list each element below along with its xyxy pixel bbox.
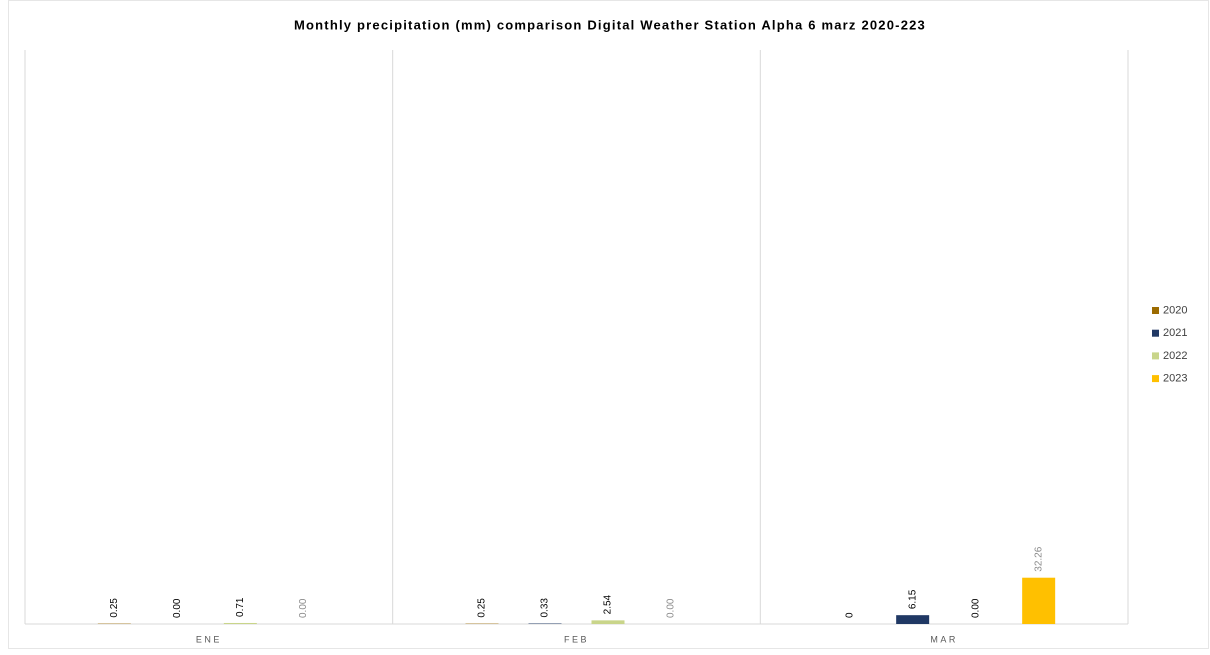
chart-title: Monthly precipitation (mm) comparison Di… [294,17,926,32]
bar [1022,578,1055,624]
chart-border [9,1,1209,649]
x-tick-label: ENE [196,634,222,644]
data-label: 32.26 [1033,546,1044,571]
data-label: 0.71 [235,597,246,617]
data-label: 2.54 [603,594,614,614]
legend-swatch [1152,375,1159,382]
data-label: 0.25 [477,598,488,618]
data-label: 0 [844,612,855,618]
bar [592,620,625,624]
x-tick-label: FEB [564,634,589,644]
data-label: 0.00 [172,598,183,618]
data-label: 0.00 [298,598,309,618]
legend-label: 2023 [1163,373,1187,385]
legend-label: 2021 [1163,327,1187,339]
data-label: 0.00 [970,598,981,618]
legend-swatch [1152,352,1159,359]
bar [896,615,929,624]
legend-label: 2022 [1163,350,1187,362]
legend-label: 2020 [1163,304,1187,316]
legend-swatch [1152,307,1159,314]
legend-swatch [1152,330,1159,337]
data-label: 0.33 [540,598,551,618]
data-label: 6.15 [907,589,918,609]
data-label: 0.25 [109,598,120,618]
data-label: 0.00 [666,598,677,618]
x-tick-label: MAR [930,634,958,644]
bar [224,623,257,624]
